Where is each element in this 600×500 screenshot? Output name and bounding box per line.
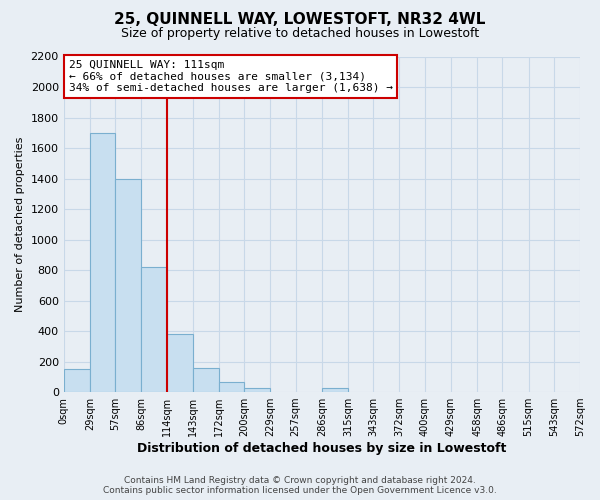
Text: Contains HM Land Registry data © Crown copyright and database right 2024.
Contai: Contains HM Land Registry data © Crown c… [103,476,497,495]
Bar [219,382,244,392]
Y-axis label: Number of detached properties: Number of detached properties [15,136,25,312]
Bar [64,369,90,392]
Text: 25, QUINNELL WAY, LOWESTOFT, NR32 4WL: 25, QUINNELL WAY, LOWESTOFT, NR32 4WL [115,12,485,28]
Bar [115,178,141,392]
Text: Size of property relative to detached houses in Lowestoft: Size of property relative to detached ho… [121,28,479,40]
Bar [244,388,271,392]
Bar [167,334,193,392]
Bar [90,133,115,392]
Bar [193,368,219,392]
Text: 25 QUINNELL WAY: 111sqm
← 66% of detached houses are smaller (3,134)
34% of semi: 25 QUINNELL WAY: 111sqm ← 66% of detache… [69,60,393,93]
X-axis label: Distribution of detached houses by size in Lowestoft: Distribution of detached houses by size … [137,442,506,455]
Bar [141,267,167,392]
Bar [322,388,348,392]
